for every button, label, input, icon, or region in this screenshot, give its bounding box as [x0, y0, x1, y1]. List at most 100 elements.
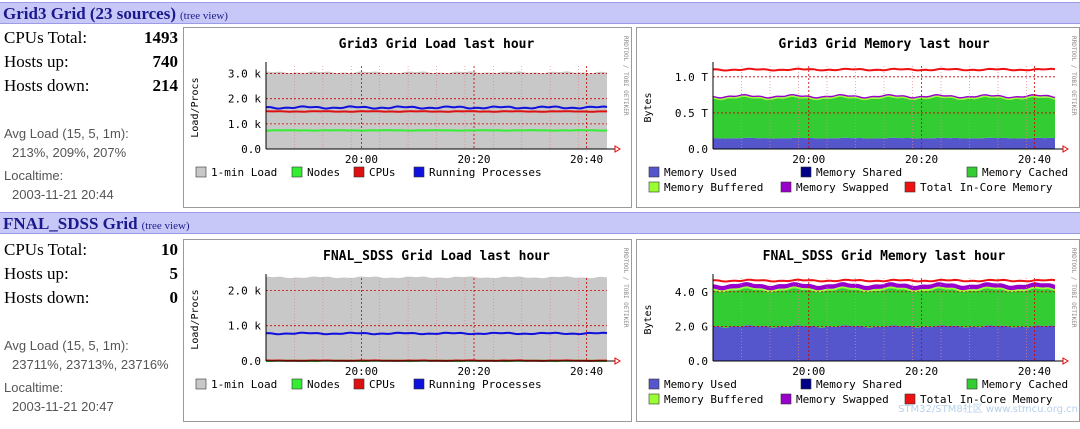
legend-label: Memory Used: [664, 166, 737, 179]
avg-load-label: Avg Load (15, 5, 1m):: [4, 126, 129, 141]
series-running-processes: [265, 331, 608, 336]
legend-label: Running Processes: [429, 378, 542, 391]
grid-header: FNAL_SDSS Grid (tree view): [0, 212, 1080, 234]
legend-swatch: [648, 393, 660, 405]
load-chart-svg: Grid3 Grid Load last hour Load/Procs RRDTO…: [190, 36, 629, 179]
load-graph[interactable]: Grid3 Grid Load last hour Load/Procs RRDTO…: [183, 27, 632, 208]
memory-graph[interactable]: Grid3 Grid Memory last hour Bytes RRDTOOL …: [636, 27, 1080, 208]
x-tick-label: 20:20: [905, 153, 938, 166]
legend-label: Memory Buffered: [664, 393, 763, 406]
legend-swatch: [966, 166, 978, 178]
watermark: STM32/STM8社区 www.stmcu.org.cn: [898, 404, 1078, 415]
legend-label: Nodes: [307, 378, 340, 391]
x-axis-arrow: [1062, 357, 1069, 365]
x-tick-label: 20:40: [1018, 153, 1051, 166]
series-memory-buffered: [713, 95, 1055, 101]
legend-label: Memory Buffered: [664, 181, 763, 194]
load-graph[interactable]: FNAL_SDSS Grid Load last hour Load/Procs R…: [183, 239, 632, 422]
grid-header: Grid3 Grid (23 sources) (tree view): [0, 2, 1080, 24]
x-tick-label: 20:40: [570, 153, 603, 166]
hosts-up-value: 5: [169, 264, 179, 283]
y-tick-label: 0.0: [688, 143, 708, 156]
series-memory-cached: [713, 288, 1055, 328]
cpus-total-value: 1493: [144, 28, 178, 47]
hosts-down-label: Hosts down:: [4, 76, 90, 95]
avg-load-value: 213%, 209%, 207%: [12, 145, 127, 160]
y-tick-label: 0.5 T: [675, 107, 708, 120]
legend-swatch: [800, 378, 812, 390]
hosts-up-label: Hosts up:: [4, 264, 69, 283]
legend-swatch: [800, 166, 812, 178]
legend-label: Memory Cached: [982, 378, 1068, 391]
hosts-down-value: 0: [169, 288, 179, 307]
cpus-total-row: CPUs Total: 1493: [4, 28, 178, 50]
y-axis-label: Load/Procs: [190, 77, 201, 137]
x-axis-arrow: [614, 145, 621, 153]
cpus-total-label: CPUs Total:: [4, 240, 88, 259]
rrdtool-credit: RRDTOOL / TOBI OETIKER: [1070, 36, 1077, 116]
tree-view-link[interactable]: (tree view): [179, 10, 228, 22]
rrdtool-credit: RRDTOOL / TOBI OETIKER: [1070, 248, 1077, 328]
x-tick-label: 20:20: [905, 365, 938, 378]
y-tick-label: 1.0 T: [675, 71, 708, 84]
legend-swatch: [291, 166, 303, 178]
x-tick-label: 20:20: [457, 153, 490, 166]
legend-label: Memory Shared: [816, 166, 902, 179]
avg-load-label: Avg Load (15, 5, 1m):: [4, 338, 129, 353]
legend-swatch: [291, 378, 303, 390]
legend-label: Memory Used: [664, 378, 737, 391]
y-tick-label: 1.0 k: [228, 118, 261, 131]
hosts-down-label: Hosts down:: [4, 288, 90, 307]
localtime-label: Localtime:: [4, 168, 64, 183]
x-tick-label: 20:00: [792, 153, 825, 166]
localtime-value: 2003-11-21 20:47: [12, 399, 114, 414]
cpus-total-row: CPUs Total: 10: [4, 240, 178, 262]
rrdtool-credit: RRDTOOL / TOBI OETIKER: [622, 36, 629, 116]
y-axis-label: Bytes: [643, 92, 654, 122]
legend-label: 1-min Load: [211, 166, 277, 179]
legend-swatch: [195, 378, 207, 390]
legend-label: Total In-Core Memory: [920, 181, 1053, 194]
x-tick-label: 20:40: [570, 365, 603, 378]
load-chart-svg: FNAL_SDSS Grid Load last hour Load/Procs R…: [190, 248, 629, 391]
y-tick-label: 2.0 k: [228, 284, 261, 297]
localtime-label: Localtime:: [4, 380, 64, 395]
y-axis-label: Load/Procs: [190, 289, 201, 349]
legend-label: 1-min Load: [211, 378, 277, 391]
legend-swatch: [413, 378, 425, 390]
x-axis-arrow: [1062, 145, 1069, 153]
legend-swatch: [353, 166, 365, 178]
legend-swatch: [904, 393, 916, 405]
legend-label: Total In-Core Memory: [920, 393, 1053, 406]
rrdtool-credit: RRDTOOL / TOBI OETIKER: [622, 248, 629, 328]
y-tick-label: 4.0 G: [675, 286, 708, 299]
x-tick-label: 20:20: [457, 365, 490, 378]
grid-meta: Avg Load (15, 5, 1m): 23711%, 23713%, 23…: [4, 336, 179, 416]
legend-swatch: [648, 166, 660, 178]
series-total-in-core-memory: [712, 278, 1056, 283]
y-tick-label: 3.0 k: [228, 68, 261, 81]
legend-swatch: [904, 181, 916, 193]
hosts-up-row: Hosts up: 740: [4, 52, 178, 74]
memory-graph[interactable]: FNAL_SDSS Grid Memory last hour Bytes RRDT…: [636, 239, 1080, 422]
legend-swatch: [780, 181, 792, 193]
grid-stats: CPUs Total: 10 Hosts up: 5 Hosts down: 0 Av…: [0, 240, 180, 426]
chart-title: Grid3 Grid Memory last hour: [778, 37, 989, 52]
legend-label: Nodes: [307, 166, 340, 179]
series-memory-used: [713, 325, 1055, 361]
legend-swatch: [966, 378, 978, 390]
localtime-value: 2003-11-21 20:44: [12, 187, 114, 202]
hosts-up-row: Hosts up: 5: [4, 264, 178, 286]
series-memory-used: [713, 137, 1055, 149]
grid-title-link[interactable]: Grid3 Grid (23 sources) (tree view): [3, 4, 228, 23]
memory-chart-svg: FNAL_SDSS Grid Memory last hour Bytes RRDT…: [643, 248, 1077, 406]
grid-title-link[interactable]: FNAL_SDSS Grid (tree view): [3, 214, 190, 233]
legend-label: Memory Swapped: [796, 181, 889, 194]
series-1-min-load: [266, 71, 607, 149]
y-tick-label: 0.0: [241, 143, 261, 156]
tree-view-link[interactable]: (tree view): [141, 220, 190, 232]
grid-stats: CPUs Total: 1493 Hosts up: 740 Hosts down:…: [0, 28, 180, 208]
chart-title: FNAL_SDSS Grid Memory last hour: [763, 249, 1006, 264]
memory-chart-svg: Grid3 Grid Memory last hour Bytes RRDTOOL …: [643, 36, 1077, 194]
legend-label: Memory Swapped: [796, 393, 889, 406]
